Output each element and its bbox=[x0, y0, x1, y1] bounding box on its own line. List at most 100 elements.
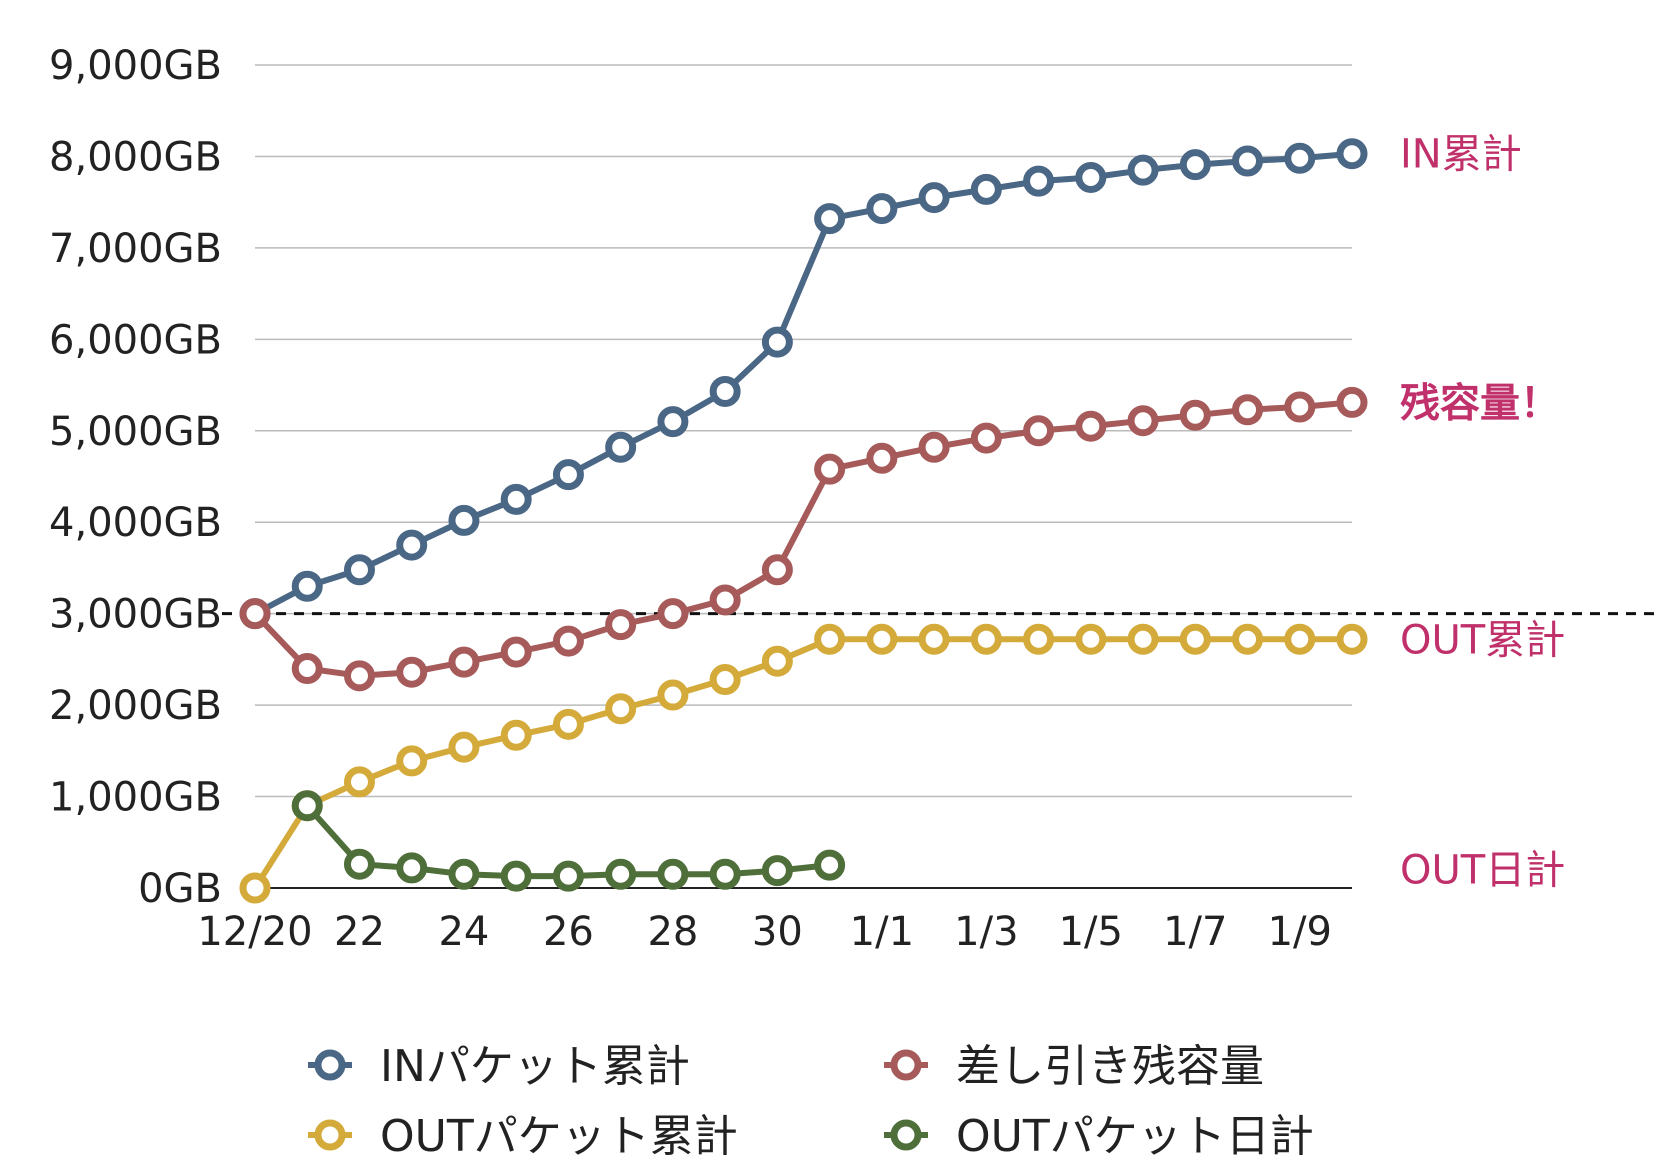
y-tick-label: 1,000GB bbox=[49, 775, 222, 821]
data-point bbox=[1179, 623, 1211, 655]
data-point bbox=[1284, 623, 1316, 655]
data-point bbox=[709, 375, 741, 407]
legend-item-3: OUTパケット日計 bbox=[884, 1111, 1314, 1162]
x-tick-label: 1/1 bbox=[850, 909, 914, 955]
data-point bbox=[709, 664, 741, 696]
series-0 bbox=[239, 138, 1368, 630]
data-point bbox=[761, 645, 793, 677]
y-tick-label: 3,000GB bbox=[49, 592, 222, 638]
data-point bbox=[552, 625, 584, 657]
data-point bbox=[396, 656, 428, 688]
data-point bbox=[1075, 161, 1107, 193]
x-tick-label: 30 bbox=[752, 909, 803, 955]
series-line bbox=[252, 150, 1355, 617]
data-point bbox=[1284, 142, 1316, 174]
data-point bbox=[1232, 145, 1264, 177]
series-2 bbox=[239, 623, 1368, 904]
x-tick-label: 12/20 bbox=[197, 909, 312, 955]
y-tick-label: 6,000GB bbox=[49, 317, 222, 363]
y-tick-label: 5,000GB bbox=[49, 409, 222, 455]
y-tick-label: 4,000GB bbox=[49, 500, 222, 546]
legend-label: OUTパケット日計 bbox=[956, 1111, 1314, 1162]
data-point bbox=[396, 745, 428, 777]
legend: INパケット累計 差し引き残容量 OUTパケット累計 OUTパケット日計 bbox=[308, 1041, 1314, 1162]
series-line bbox=[252, 399, 1355, 679]
data-point bbox=[552, 708, 584, 740]
data-point bbox=[291, 653, 323, 685]
legend-item-0: INパケット累計 bbox=[308, 1041, 690, 1092]
data-point bbox=[1284, 391, 1316, 423]
data-point bbox=[1127, 154, 1159, 186]
data-point bbox=[552, 459, 584, 491]
data-point bbox=[605, 609, 637, 641]
data-point bbox=[1336, 386, 1368, 418]
data-point bbox=[448, 858, 480, 890]
data-point bbox=[970, 173, 1002, 205]
data-point bbox=[1075, 410, 1107, 442]
x-tick-label: 1/7 bbox=[1163, 909, 1227, 955]
data-point bbox=[1023, 165, 1055, 197]
data-point bbox=[657, 679, 689, 711]
data-point bbox=[500, 483, 532, 515]
data-point bbox=[1127, 623, 1159, 655]
data-point bbox=[396, 529, 428, 561]
series-1 bbox=[239, 386, 1368, 692]
x-tick-label: 24 bbox=[438, 909, 489, 955]
data-point bbox=[970, 623, 1002, 655]
data-point bbox=[1023, 415, 1055, 447]
data-point bbox=[1179, 399, 1211, 431]
end-label-0: IN累計 bbox=[1400, 132, 1522, 178]
data-point bbox=[239, 872, 271, 904]
legend-label: OUTパケット累計 bbox=[380, 1111, 738, 1162]
data-point bbox=[761, 855, 793, 887]
data-point bbox=[1075, 623, 1107, 655]
data-point bbox=[291, 790, 323, 822]
data-point bbox=[866, 623, 898, 655]
x-tick-label: 28 bbox=[647, 909, 698, 955]
data-point bbox=[814, 849, 846, 881]
legend-marker bbox=[314, 1119, 346, 1151]
x-tick-label: 1/3 bbox=[954, 909, 1018, 955]
end-label-2: OUT累計 bbox=[1400, 617, 1565, 663]
data-point bbox=[709, 858, 741, 890]
x-tick-label: 26 bbox=[543, 909, 594, 955]
data-point bbox=[761, 326, 793, 358]
data-point bbox=[605, 431, 637, 463]
y-tick-label: 8,000GB bbox=[49, 134, 222, 180]
legend-item-1: 差し引き残容量 bbox=[884, 1041, 1264, 1092]
series-3 bbox=[291, 790, 846, 892]
data-point bbox=[239, 598, 271, 630]
data-point bbox=[1023, 623, 1055, 655]
legend-marker bbox=[890, 1049, 922, 1081]
data-point bbox=[500, 636, 532, 668]
data-point bbox=[343, 554, 375, 586]
data-point bbox=[500, 719, 532, 751]
end-label-1: 残容量！ bbox=[1400, 380, 1560, 426]
data-point bbox=[709, 584, 741, 616]
data-point bbox=[918, 623, 950, 655]
legend-marker bbox=[890, 1119, 922, 1151]
data-point bbox=[448, 646, 480, 678]
data-point bbox=[448, 504, 480, 536]
x-tick-label: 1/9 bbox=[1268, 909, 1332, 955]
y-tick-label: 9,000GB bbox=[49, 43, 222, 89]
series-layer bbox=[239, 138, 1368, 904]
data-point bbox=[500, 860, 532, 892]
data-point bbox=[1127, 405, 1159, 437]
data-point bbox=[396, 852, 428, 884]
data-point bbox=[1336, 138, 1368, 170]
data-point bbox=[291, 570, 323, 602]
data-point bbox=[814, 453, 846, 485]
data-point bbox=[1179, 149, 1211, 181]
data-point bbox=[343, 660, 375, 692]
data-point bbox=[657, 858, 689, 890]
end-label-3: OUT日計 bbox=[1400, 848, 1565, 894]
data-point bbox=[1336, 623, 1368, 655]
x-tick-label: 1/5 bbox=[1059, 909, 1123, 955]
x-axis-ticks: 12/20 22 24 26 28 30 1/1 1/3 1/5 1/7 1/9 bbox=[197, 909, 1332, 955]
data-point bbox=[605, 858, 637, 890]
data-point bbox=[657, 598, 689, 630]
y-tick-label: 2,000GB bbox=[49, 683, 222, 729]
